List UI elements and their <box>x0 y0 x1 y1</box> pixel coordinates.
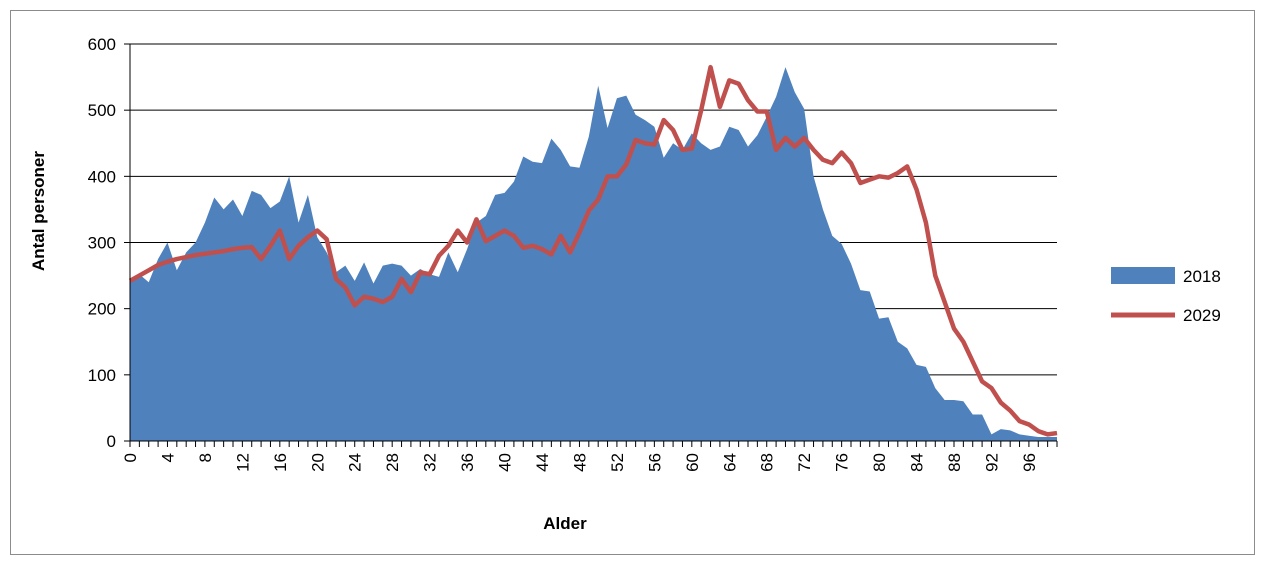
x-tick-labels: 0 4 8 12 16 20 24 28 32 36 40 44 48 52 56 60 64 68 72 76 80 8… <box>121 453 1039 472</box>
x-tick-label-12: 12 <box>233 453 252 472</box>
x-tick-label-68: 68 <box>758 453 777 472</box>
legend-label-2018: 2018 <box>1183 267 1221 286</box>
y-tick-label-500: 500 <box>88 101 116 120</box>
x-tick-label-28: 28 <box>383 453 402 472</box>
chart-frame: 0 100 200 300 400 500 600 0 4 8 12 16 20 24 28 32 36 40 4… <box>10 10 1255 555</box>
series-area-2018 <box>130 67 1057 442</box>
x-tick-label-64: 64 <box>720 453 739 472</box>
y-axis-title: Antal personer <box>29 151 48 271</box>
y-tick-label-400: 400 <box>88 167 116 186</box>
x-tick-label-84: 84 <box>908 453 927 472</box>
x-tick-label-60: 60 <box>683 453 702 472</box>
x-tick-label-52: 52 <box>608 453 627 472</box>
x-tick-label-36: 36 <box>458 453 477 472</box>
x-tick-label-72: 72 <box>795 453 814 472</box>
series-layer <box>128 64 1058 442</box>
x-tick-label-4: 4 <box>158 453 177 462</box>
y-tick-label-300: 300 <box>88 234 116 253</box>
x-tick-label-48: 48 <box>570 453 589 472</box>
x-tick-label-88: 88 <box>945 453 964 472</box>
x-tick-label-8: 8 <box>196 453 215 462</box>
x-tick-label-44: 44 <box>533 453 552 472</box>
x-tick-label-40: 40 <box>496 453 515 472</box>
x-tick-label-16: 16 <box>271 453 290 472</box>
series-line-2029 <box>128 64 1058 437</box>
y-tick-label-600: 600 <box>88 35 116 54</box>
legend-label-2029: 2029 <box>1183 306 1221 325</box>
legend-swatch-2018 <box>1111 267 1175 284</box>
x-tick-label-24: 24 <box>346 453 365 472</box>
y-tick-labels: 0 100 200 300 400 500 600 <box>88 35 116 451</box>
x-tick-label-96: 96 <box>1020 453 1039 472</box>
legend: 2018 2029 <box>1111 267 1221 325</box>
x-tick-label-0: 0 <box>121 453 140 462</box>
x-tick-label-92: 92 <box>982 453 1001 472</box>
x-tick-label-80: 80 <box>870 453 889 472</box>
y-tick-label-100: 100 <box>88 366 116 385</box>
axes <box>124 43 1058 447</box>
x-axis-title: Alder <box>543 514 587 533</box>
x-tick-label-76: 76 <box>833 453 852 472</box>
x-tick-label-56: 56 <box>645 453 664 472</box>
y-tick-label-200: 200 <box>88 300 116 319</box>
x-tick-label-32: 32 <box>421 453 440 472</box>
y-tick-label-0: 0 <box>107 432 116 451</box>
x-tick-label-20: 20 <box>308 453 327 472</box>
